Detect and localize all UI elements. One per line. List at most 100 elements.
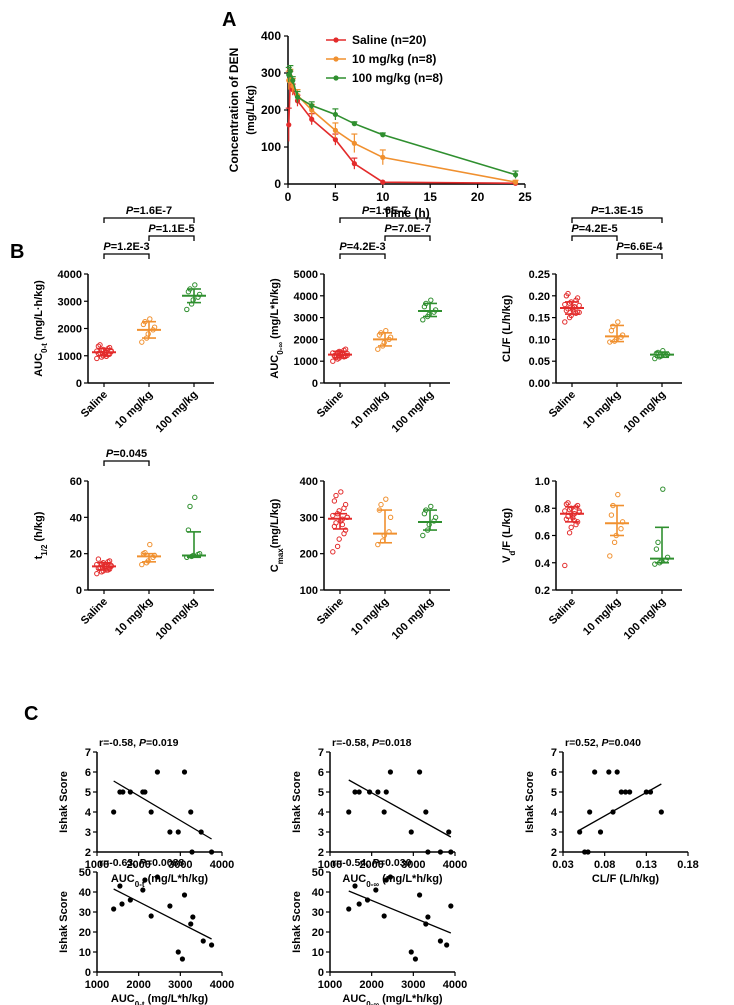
chart-c-x-tick-label: 0.03 xyxy=(552,859,573,871)
panel-label-a: A xyxy=(222,9,236,31)
chart-b-p-label: P xyxy=(591,205,599,217)
chart-c-data-point xyxy=(127,897,133,903)
chart-b-y-label-sub: 1/2 xyxy=(40,544,49,556)
chart-b-p-label: P xyxy=(384,223,392,235)
chart-b-p-number: =0.045 xyxy=(113,448,147,460)
chart-b-y-label-sub: d xyxy=(508,551,517,556)
chart-c-x-label-main: AUC xyxy=(342,993,366,1005)
chart-b-data-point xyxy=(428,503,434,510)
chart-c-x-label-tail: (mg/L*h/kg) xyxy=(145,873,209,885)
chart-a-y-tick-label: 400 xyxy=(261,29,281,43)
chart-b-data-point xyxy=(655,539,661,546)
chart-b-data-point xyxy=(432,514,439,521)
chart-c-y-tick-label: 3 xyxy=(318,827,324,839)
chart-b-data-point xyxy=(574,502,581,509)
chart-b-data-point xyxy=(94,570,100,577)
chart-c-x-tick-label: 3000 xyxy=(168,859,192,871)
chart-b-y-label-sub: max xyxy=(276,548,285,565)
chart-a-x-tick-label: 25 xyxy=(518,190,532,204)
chart-b-panel-B1: 0 1000 2000 3000 4000 AUC0-t (mg/L·h/kg) Salin… xyxy=(33,205,214,435)
chart-c-data-point xyxy=(142,789,148,795)
panel-label-b: B xyxy=(10,241,24,263)
chart-b-data-point xyxy=(333,520,339,526)
chart-c-y-tick-label: 2 xyxy=(318,847,324,859)
chart-c-x-tick-label: 4000 xyxy=(210,859,234,871)
chart-c-x-label-tail: (mg/L*h/kg) xyxy=(145,993,209,1005)
chart-c-x-label-sub: 0-∞ xyxy=(366,1000,379,1005)
chart-c-y-tick-label: 7 xyxy=(318,747,324,759)
chart-a-data-point xyxy=(332,111,338,118)
chart-a-data-point xyxy=(309,116,315,122)
chart-c-x-tick-label: 4000 xyxy=(443,979,467,991)
chart-a-data-point xyxy=(286,122,292,128)
chart-c-data-point xyxy=(140,887,146,893)
chart-c-x-tick-label: 4000 xyxy=(443,859,467,871)
chart-b-data-point xyxy=(562,319,568,325)
chart-c-p-label: P xyxy=(372,737,380,749)
chart-a-legend-marker xyxy=(333,37,339,43)
chart-c-data-point xyxy=(577,829,583,835)
chart-a-legend-label: 100 mg/kg (n=8) xyxy=(352,71,443,85)
chart-b-y-tick-label: 2000 xyxy=(58,324,82,336)
chart-b-data-point xyxy=(342,527,349,533)
chart-b-p-number: =1.1E-5 xyxy=(156,223,195,235)
chart-a-data-point xyxy=(332,127,338,133)
chart-a-legend-marker xyxy=(333,56,339,62)
chart-c-x-tick-label: 2000 xyxy=(126,979,150,991)
chart-b-x-tick-label: 100 mg/kg xyxy=(622,596,669,643)
chart-a-x-label: Time (h) xyxy=(383,206,429,220)
chart-b-data-point xyxy=(611,539,618,546)
chart-b-y-tick-label: 2000 xyxy=(294,334,318,346)
chart-a-y-tick-label: 200 xyxy=(261,103,281,117)
chart-b-y-tick-label: 3000 xyxy=(58,296,82,308)
chart-c-data-point xyxy=(188,809,194,815)
chart-b-p-value: P=0.045 xyxy=(106,448,147,460)
chart-a-data-point xyxy=(380,132,386,138)
chart-a-x-tick-label: 10 xyxy=(376,190,390,204)
chart-c-data-point xyxy=(647,789,654,795)
chart-b-panel-B5: 100 200 300 400 Cmax(mg/L/kg) Saline 10 mg/kg1… xyxy=(269,476,450,642)
chart-a-data-point xyxy=(512,179,519,185)
chart-b-data-point xyxy=(336,536,342,542)
chart-b-y-label: Cmax(mg/L/kg) xyxy=(269,498,285,572)
chart-c-data-point xyxy=(190,914,196,920)
chart-b-data-point xyxy=(95,556,102,562)
chart-b-data-point xyxy=(94,355,100,362)
chart-c-x-tick-label: 1000 xyxy=(85,859,109,871)
chart-c-x-label: CL/F (L/h/kg) xyxy=(592,873,660,885)
chart-b-data-point xyxy=(334,543,341,550)
chart-b-p-number: =4.2E-5 xyxy=(579,223,618,235)
chart-c-y-tick-label: 4 xyxy=(318,807,325,819)
chart-c-data-point xyxy=(198,829,204,835)
chart-c-x-tick-label: 0.08 xyxy=(594,859,615,871)
chart-b-data-point xyxy=(387,514,394,521)
chart-b-x-tick-label: 10 mg/kg xyxy=(349,596,391,638)
chart-c-y-tick-label: 40 xyxy=(79,887,91,899)
chart-b-p-number: =1.6E-7 xyxy=(369,205,408,217)
chart-c-p-value: =0.018 xyxy=(379,737,412,749)
chart-b-data-point xyxy=(331,498,338,504)
chart-c-x-label: AUC0-∞ (mg/L*h/kg) xyxy=(342,993,443,1005)
chart-c-data-point xyxy=(111,906,117,912)
chart-c-x-tick-label: 1000 xyxy=(85,979,109,991)
chart-c-data-point xyxy=(387,874,394,880)
chart-b-data-point xyxy=(139,339,145,345)
chart-c-data-point xyxy=(622,789,629,795)
chart-c-annotation: r=-0.58, P=0.018 xyxy=(332,737,412,749)
chart-c-data-point xyxy=(181,892,188,898)
chart-b-y-tick-label: 0.8 xyxy=(535,503,550,515)
chart-b-data-point xyxy=(576,309,582,316)
chart-c-y-tick-label: 5 xyxy=(85,787,91,799)
chart-c-data-point xyxy=(387,769,394,775)
chart-b-data-point xyxy=(652,355,658,362)
chart-b-p-label: P xyxy=(571,223,579,235)
chart-c-data-point xyxy=(587,809,593,815)
chart-a-data-point xyxy=(380,179,386,185)
chart-c-x-tick-label: 0.18 xyxy=(677,859,698,871)
chart-c-data-point xyxy=(381,913,387,919)
chart-c-y-tick-label: 3 xyxy=(551,827,557,839)
chart-c-data-point xyxy=(425,849,431,855)
